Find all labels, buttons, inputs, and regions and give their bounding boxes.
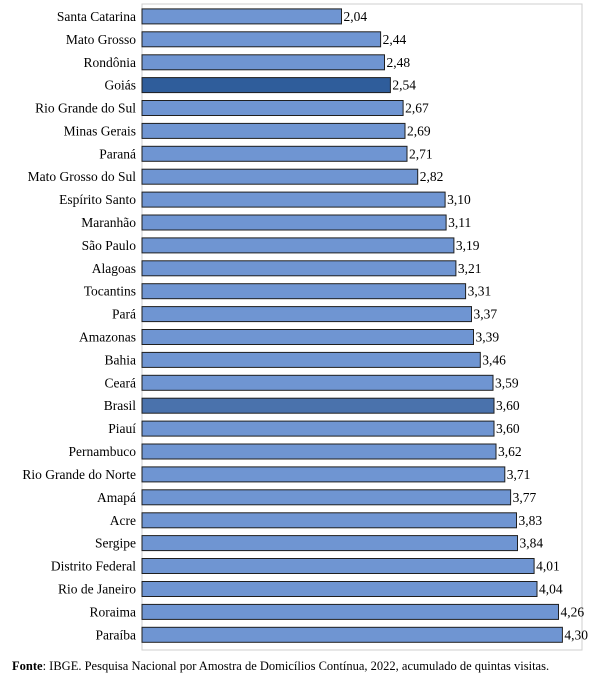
category-label-piaui: Piauí xyxy=(108,421,136,436)
bar-piaui xyxy=(141,420,495,437)
bar-santa-catarina xyxy=(141,8,342,25)
category-label-distrito-federal: Distrito Federal xyxy=(51,559,136,574)
value-label-rio-grande-do-norte: 3,71 xyxy=(507,467,531,482)
value-label-mato-grosso: 2,44 xyxy=(383,32,407,47)
category-label-amazonas: Amazonas xyxy=(79,330,136,345)
value-label-goias: 2,54 xyxy=(392,78,416,93)
value-label-distrito-federal: 4,01 xyxy=(536,559,560,574)
value-label-bahia: 3,46 xyxy=(482,352,506,367)
value-label-rio-grande-do-sul: 2,67 xyxy=(405,101,429,116)
bar-acre xyxy=(141,512,517,529)
value-label-pernambuco: 3,62 xyxy=(498,444,522,459)
bar-sergipe xyxy=(141,535,518,552)
value-label-maranhao: 3,11 xyxy=(448,215,471,230)
value-label-paraiba: 4,30 xyxy=(564,627,588,642)
category-label-rio-de-janeiro: Rio de Janeiro xyxy=(58,582,136,597)
bar-alagoas xyxy=(141,260,457,277)
source-text: : IBGE. Pesquisa Nacional por Amostra de… xyxy=(42,659,550,673)
category-label-bahia: Bahia xyxy=(105,352,137,367)
bar-amapa xyxy=(141,489,512,506)
category-label-sergipe: Sergipe xyxy=(95,536,136,551)
bar-maranhao xyxy=(141,214,447,231)
bar-ceara xyxy=(141,374,494,391)
source-note: Fonte: IBGE. Pesquisa Nacional por Amost… xyxy=(12,659,592,674)
chart-container: Santa Catarina Mato Grosso Rondônia Goiás Ri… xyxy=(22,3,589,651)
value-label-rondonia: 2,48 xyxy=(387,55,411,70)
bar-rondonia xyxy=(141,54,385,71)
bar-goias xyxy=(141,77,391,94)
category-label-para: Pará xyxy=(112,307,136,322)
bar-pernambuco xyxy=(141,443,497,460)
value-label-amazonas: 3,39 xyxy=(476,330,500,345)
bar-mato-grosso xyxy=(141,31,382,48)
value-label-sergipe: 3,84 xyxy=(520,536,544,551)
category-label-espirito-santo: Espírito Santo xyxy=(59,192,136,207)
plot-area-frame xyxy=(141,3,583,651)
category-label-mato-grosso-do-sul: Mato Grosso do Sul xyxy=(28,169,137,184)
category-label-rio-grande-do-sul: Rio Grande do Sul xyxy=(35,101,136,116)
bar-para xyxy=(141,306,472,323)
value-label-amapa: 3,77 xyxy=(513,490,537,505)
value-label-minas-gerais: 2,69 xyxy=(407,123,431,138)
category-label-maranhao: Maranhão xyxy=(81,215,136,230)
bar-paraiba xyxy=(141,626,563,643)
bar-amazonas xyxy=(141,329,474,345)
value-label-para: 3,37 xyxy=(474,307,498,322)
category-label-tocantins: Tocantins xyxy=(84,284,136,299)
category-label-santa-catarina: Santa Catarina xyxy=(57,9,136,24)
value-label-parana: 2,71 xyxy=(409,146,433,161)
bar-parana xyxy=(141,145,408,162)
value-label-brasil: 3,60 xyxy=(496,398,520,413)
value-label-ceara: 3,59 xyxy=(495,375,519,390)
category-label-rondonia: Rondônia xyxy=(84,55,137,70)
category-label-pernambuco: Pernambuco xyxy=(69,444,137,459)
category-label-sao-paulo: São Paulo xyxy=(82,238,137,253)
category-label-acre: Acre xyxy=(110,513,136,528)
value-label-roraima: 4,26 xyxy=(561,604,585,619)
bar-rio-grande-do-sul xyxy=(141,100,404,116)
value-label-santa-catarina: 2,04 xyxy=(344,9,368,24)
category-label-parana: Paraná xyxy=(99,146,136,161)
category-label-rio-grande-do-norte: Rio Grande do Norte xyxy=(22,467,136,482)
source-label: Fonte xyxy=(12,659,43,673)
bars-group xyxy=(141,8,563,643)
bar-rio-de-janeiro xyxy=(141,581,538,597)
value-label-espirito-santo: 3,10 xyxy=(447,192,471,207)
bar-minas-gerais xyxy=(141,122,406,139)
category-label-mato-grosso: Mato Grosso xyxy=(66,32,136,47)
value-labels-group: 2,04 2,44 2,48 2,54 2,67 2,69 2,71 2,823,10 3,11… xyxy=(344,9,589,642)
bar-sao-paulo xyxy=(141,237,455,254)
bar-mato-grosso-do-sul xyxy=(141,168,419,185)
category-label-brasil: Brasil xyxy=(104,398,136,413)
value-label-alagoas: 3,21 xyxy=(458,261,482,276)
bar-espirito-santo xyxy=(141,191,446,208)
bar-brasil xyxy=(141,397,495,414)
category-label-roraima: Roraima xyxy=(90,604,137,619)
category-label-alagoas: Alagoas xyxy=(92,261,136,276)
value-label-piaui: 3,60 xyxy=(496,421,520,436)
value-label-sao-paulo: 3,19 xyxy=(456,238,480,253)
value-label-acre: 3,83 xyxy=(519,513,543,528)
value-label-rio-de-janeiro: 4,04 xyxy=(539,582,563,597)
bar-rio-grande-do-norte xyxy=(141,466,506,483)
value-label-mato-grosso-do-sul: 2,82 xyxy=(420,169,444,184)
bar-distrito-federal xyxy=(141,558,535,574)
category-label-amapa: Amapá xyxy=(97,490,136,505)
category-label-paraiba: Paraíba xyxy=(96,627,136,642)
value-label-tocantins: 3,31 xyxy=(468,284,492,299)
category-label-minas-gerais: Minas Gerais xyxy=(64,123,136,138)
category-label-goias: Goiás xyxy=(105,78,137,93)
category-label-ceara: Ceará xyxy=(105,375,136,390)
category-labels-group: Santa Catarina Mato Grosso Rondônia Goiás Ri… xyxy=(22,9,136,642)
bar-chart: Santa Catarina Mato Grosso Rondônia Goiás Ri… xyxy=(22,3,589,651)
bar-bahia xyxy=(141,351,481,368)
bar-roraima xyxy=(141,603,559,620)
bar-tocantins xyxy=(141,283,467,300)
